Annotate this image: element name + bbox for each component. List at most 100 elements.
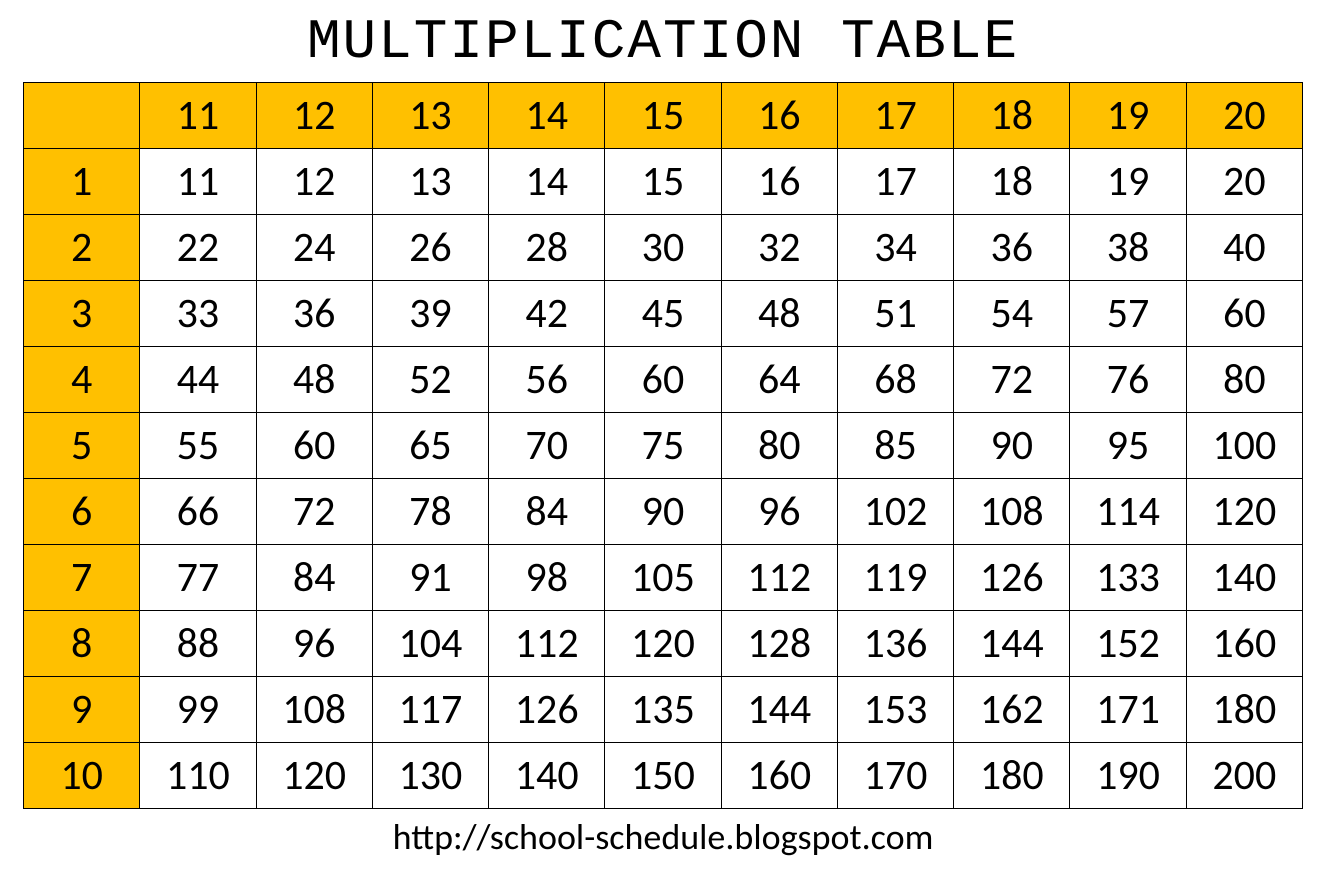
table-cell: 126 [489,677,605,743]
table-row: 8 88 96 104 112 120 128 136 144 152 160 [24,611,1303,677]
table-cell: 90 [605,479,721,545]
col-header: 16 [721,83,837,149]
table-cell: 60 [256,413,372,479]
table-cell: 180 [954,743,1070,809]
row-header: 4 [24,347,140,413]
table-cell: 119 [837,545,953,611]
table-cell: 40 [1186,215,1302,281]
table-cell: 42 [489,281,605,347]
table-cell: 140 [1186,545,1302,611]
table-cell: 51 [837,281,953,347]
table-cell: 44 [140,347,256,413]
table-cell: 85 [837,413,953,479]
table-cell: 96 [256,611,372,677]
table-cell: 114 [1070,479,1186,545]
table-cell: 77 [140,545,256,611]
table-cell: 130 [372,743,488,809]
table-cell: 56 [489,347,605,413]
table-cell: 120 [605,611,721,677]
table-cell: 52 [372,347,488,413]
table-cell: 100 [1186,413,1302,479]
table-cell: 90 [954,413,1070,479]
row-header: 2 [24,215,140,281]
table-cell: 48 [256,347,372,413]
table-cell: 152 [1070,611,1186,677]
table-cell: 76 [1070,347,1186,413]
table-cell: 39 [372,281,488,347]
corner-cell [24,83,140,149]
table-cell: 54 [954,281,1070,347]
table-cell: 120 [256,743,372,809]
col-header: 19 [1070,83,1186,149]
table-cell: 68 [837,347,953,413]
table-cell: 26 [372,215,488,281]
table-cell: 133 [1070,545,1186,611]
table-cell: 13 [372,149,488,215]
table-cell: 33 [140,281,256,347]
table-cell: 16 [721,149,837,215]
row-header: 10 [24,743,140,809]
table-row: 4 44 48 52 56 60 64 68 72 76 80 [24,347,1303,413]
table-cell: 36 [256,281,372,347]
table-cell: 17 [837,149,953,215]
table-cell: 104 [372,611,488,677]
table-cell: 112 [489,611,605,677]
table-cell: 15 [605,149,721,215]
table-cell: 126 [954,545,1070,611]
table-cell: 117 [372,677,488,743]
table-cell: 95 [1070,413,1186,479]
row-header: 6 [24,479,140,545]
table-cell: 70 [489,413,605,479]
table-cell: 170 [837,743,953,809]
col-header: 17 [837,83,953,149]
row-header: 9 [24,677,140,743]
table-cell: 80 [1186,347,1302,413]
table-row: 7 77 84 91 98 105 112 119 126 133 140 [24,545,1303,611]
table-cell: 65 [372,413,488,479]
table-cell: 160 [1186,611,1302,677]
table-cell: 80 [721,413,837,479]
table-cell: 200 [1186,743,1302,809]
col-header: 14 [489,83,605,149]
table-cell: 84 [489,479,605,545]
col-header: 20 [1186,83,1302,149]
table-cell: 12 [256,149,372,215]
footer-url: http://school-schedule.blogspot.com [393,815,934,859]
table-cell: 32 [721,215,837,281]
table-cell: 72 [256,479,372,545]
table-cell: 99 [140,677,256,743]
table-cell: 20 [1186,149,1302,215]
table-cell: 55 [140,413,256,479]
table-cell: 160 [721,743,837,809]
table-cell: 28 [489,215,605,281]
row-header: 5 [24,413,140,479]
table-cell: 34 [837,215,953,281]
table-cell: 78 [372,479,488,545]
table-cell: 66 [140,479,256,545]
table-cell: 38 [1070,215,1186,281]
row-header: 3 [24,281,140,347]
table-row: 9 99 108 117 126 135 144 153 162 171 180 [24,677,1303,743]
col-header: 18 [954,83,1070,149]
row-header: 7 [24,545,140,611]
table-row: 6 66 72 78 84 90 96 102 108 114 120 [24,479,1303,545]
table-row: 3 33 36 39 42 45 48 51 54 57 60 [24,281,1303,347]
table-cell: 24 [256,215,372,281]
multiplication-table: 11 12 13 14 15 16 17 18 19 20 1 11 12 13… [23,82,1303,809]
table-cell: 14 [489,149,605,215]
table-cell: 162 [954,677,1070,743]
table-cell: 60 [1186,281,1302,347]
table-cell: 120 [1186,479,1302,545]
table-cell: 57 [1070,281,1186,347]
table-cell: 144 [954,611,1070,677]
table-cell: 75 [605,413,721,479]
col-header: 11 [140,83,256,149]
table-cell: 140 [489,743,605,809]
table-cell: 96 [721,479,837,545]
table-cell: 108 [256,677,372,743]
table-cell: 112 [721,545,837,611]
row-header: 1 [24,149,140,215]
table-cell: 48 [721,281,837,347]
table-cell: 128 [721,611,837,677]
table-cell: 144 [721,677,837,743]
